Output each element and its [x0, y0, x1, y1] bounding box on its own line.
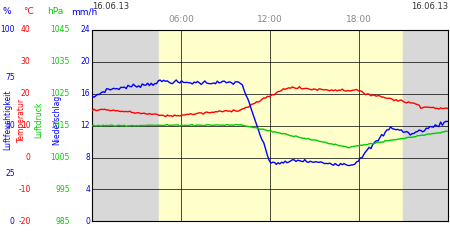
Text: -20: -20 [18, 217, 31, 226]
Text: 985: 985 [55, 217, 70, 226]
Text: mm/h: mm/h [71, 8, 97, 16]
Text: 1035: 1035 [50, 57, 70, 66]
Text: 16.06.13: 16.06.13 [410, 2, 448, 11]
Text: 75: 75 [5, 73, 15, 82]
Text: 24: 24 [81, 26, 90, 35]
Text: 100: 100 [0, 26, 15, 35]
Text: 25: 25 [5, 169, 15, 178]
Text: %: % [2, 8, 11, 16]
Bar [403, 30, 448, 221]
Text: 20: 20 [21, 89, 31, 98]
Bar [92, 30, 159, 221]
Text: 0: 0 [10, 217, 15, 226]
Text: hPa: hPa [47, 8, 63, 16]
Text: 06:00: 06:00 [168, 15, 194, 24]
Text: 4: 4 [85, 185, 90, 194]
Text: 18:00: 18:00 [346, 15, 372, 24]
Text: 20: 20 [81, 57, 90, 66]
Text: 995: 995 [55, 185, 70, 194]
Text: 12:00: 12:00 [257, 15, 283, 24]
Text: 8: 8 [85, 153, 90, 162]
Bar [159, 30, 403, 221]
Text: Luftdruck: Luftdruck [34, 102, 43, 138]
Text: 0: 0 [26, 153, 31, 162]
Text: 16.06.13: 16.06.13 [92, 2, 130, 11]
Text: Luftfeuchtigkeit: Luftfeuchtigkeit [4, 90, 13, 150]
Text: 12: 12 [81, 121, 90, 130]
Text: 50: 50 [5, 121, 15, 130]
Text: °C: °C [23, 8, 34, 16]
Text: 1005: 1005 [50, 153, 70, 162]
Text: 0: 0 [85, 217, 90, 226]
Text: 16: 16 [81, 89, 90, 98]
Text: -10: -10 [18, 185, 31, 194]
Text: 1015: 1015 [50, 121, 70, 130]
Text: Temperatur: Temperatur [17, 98, 26, 142]
Text: 1045: 1045 [50, 26, 70, 35]
Text: Niederschlag: Niederschlag [52, 95, 61, 145]
Text: 1025: 1025 [50, 89, 70, 98]
Text: 30: 30 [21, 57, 31, 66]
Text: 40: 40 [21, 26, 31, 35]
Text: 10: 10 [21, 121, 31, 130]
